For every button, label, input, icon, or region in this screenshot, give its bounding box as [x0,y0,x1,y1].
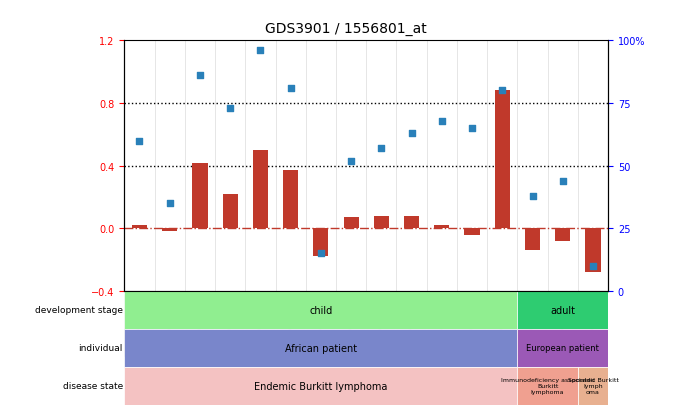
Bar [404,216,419,229]
Bar [464,229,480,235]
FancyBboxPatch shape [184,294,215,357]
Text: GSM656459: GSM656459 [347,294,356,341]
Text: GSM656452: GSM656452 [135,294,144,341]
Text: GSM656455: GSM656455 [226,294,235,341]
Text: GSM656460: GSM656460 [377,294,386,341]
Point [255,48,266,55]
Bar [585,229,600,273]
FancyBboxPatch shape [578,294,608,357]
Bar [555,229,570,241]
FancyBboxPatch shape [336,294,366,357]
FancyBboxPatch shape [124,291,518,329]
Bar [495,91,510,229]
Bar [374,216,389,229]
Bar [525,229,540,251]
FancyBboxPatch shape [457,294,487,357]
FancyBboxPatch shape [276,294,305,357]
Text: child: child [310,305,332,315]
Text: GSM656461: GSM656461 [407,294,416,341]
FancyBboxPatch shape [124,294,155,357]
Point [587,263,598,269]
Text: GSM656454: GSM656454 [196,294,205,341]
FancyBboxPatch shape [518,329,608,367]
Text: GSM656463: GSM656463 [468,294,477,341]
Text: GSM656456: GSM656456 [256,294,265,341]
Bar [434,225,449,229]
Text: development stage: development stage [35,306,123,315]
FancyBboxPatch shape [245,294,276,357]
Point [406,131,417,137]
Text: GDS3901 / 1556801_at: GDS3901 / 1556801_at [265,22,426,36]
Text: European patient: European patient [527,344,599,352]
FancyBboxPatch shape [578,367,608,405]
Bar [313,229,328,257]
Text: Immunodeficiency associated
Burkitt
lymphoma: Immunodeficiency associated Burkitt lymp… [501,377,594,394]
Point [285,85,296,92]
Point [466,126,477,132]
Text: GSM656458: GSM656458 [316,294,325,341]
FancyBboxPatch shape [215,294,245,357]
Text: Sporadic Burkitt
lymph
oma: Sporadic Burkitt lymph oma [567,377,618,394]
Text: disease state: disease state [63,381,123,390]
Point [134,138,145,145]
Point [164,200,176,207]
Text: GSM656453: GSM656453 [165,294,174,341]
FancyBboxPatch shape [518,291,608,329]
Text: adult: adult [550,305,575,315]
Bar [253,151,268,229]
FancyBboxPatch shape [305,294,336,357]
FancyBboxPatch shape [518,294,547,357]
Bar [162,229,178,232]
FancyBboxPatch shape [366,294,397,357]
Text: GSM656466: GSM656466 [558,294,567,341]
Point [497,88,508,95]
Text: GSM656457: GSM656457 [286,294,295,341]
Point [376,145,387,152]
FancyBboxPatch shape [397,294,426,357]
Bar [132,225,147,229]
Point [194,73,205,80]
FancyBboxPatch shape [487,294,518,357]
Bar [192,163,207,229]
Point [315,250,326,257]
Text: African patient: African patient [285,343,357,353]
Text: Endemic Burkitt lymphoma: Endemic Burkitt lymphoma [254,381,388,391]
Text: GSM656467: GSM656467 [589,294,598,341]
FancyBboxPatch shape [124,367,518,405]
Bar [223,195,238,229]
Point [346,158,357,164]
Text: GSM656465: GSM656465 [528,294,537,341]
Text: GSM656462: GSM656462 [437,294,446,341]
Point [557,178,568,185]
Text: GSM656464: GSM656464 [498,294,507,341]
FancyBboxPatch shape [518,367,578,405]
Point [225,105,236,112]
Point [436,118,447,125]
Bar [283,171,299,229]
Text: individual: individual [79,344,123,352]
FancyBboxPatch shape [426,294,457,357]
FancyBboxPatch shape [155,294,184,357]
Bar [343,218,359,229]
Point [527,193,538,199]
FancyBboxPatch shape [124,329,518,367]
FancyBboxPatch shape [547,294,578,357]
